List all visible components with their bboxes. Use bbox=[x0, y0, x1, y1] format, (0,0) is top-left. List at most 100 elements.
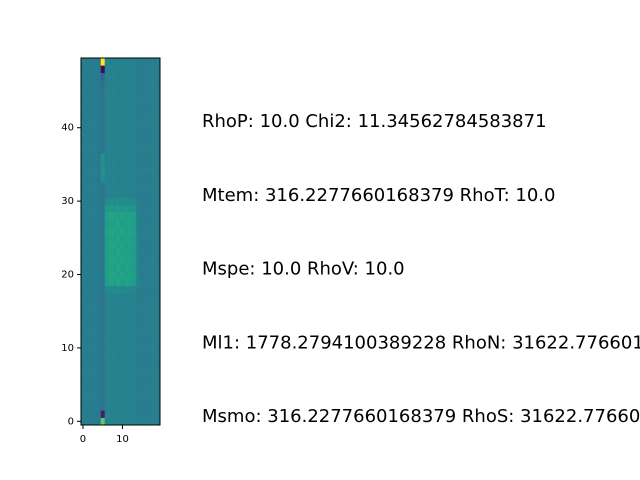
heatmap-cell bbox=[148, 285, 153, 294]
heatmap-cell bbox=[124, 292, 129, 301]
heatmap-cell bbox=[104, 219, 109, 228]
heatmap-cell bbox=[140, 402, 145, 411]
heatmap-cell bbox=[140, 146, 145, 154]
heatmap-cell bbox=[104, 138, 109, 147]
heatmap-cell bbox=[156, 182, 161, 191]
heatmap-cell bbox=[92, 314, 98, 323]
heatmap-cell bbox=[88, 212, 94, 220]
heatmap-cell bbox=[96, 102, 102, 110]
heatmap-cell bbox=[104, 146, 109, 154]
heatmap-cell bbox=[116, 146, 121, 154]
heatmap-cell bbox=[116, 80, 121, 88]
heatmap-cell bbox=[128, 160, 133, 169]
heatmap-cell bbox=[100, 219, 105, 228]
heatmap-cell bbox=[136, 402, 141, 411]
heatmap-cell bbox=[144, 278, 149, 286]
heatmap-cell bbox=[152, 373, 157, 382]
heatmap-cell bbox=[128, 138, 133, 147]
heatmap-cell bbox=[108, 182, 113, 191]
heatmap-cell bbox=[132, 58, 137, 66]
heatmap-cell bbox=[88, 322, 94, 330]
heatmap-cell bbox=[108, 226, 113, 235]
heatmap-cell bbox=[120, 109, 125, 118]
heatmap-cell bbox=[84, 285, 90, 294]
heatmap-cell bbox=[152, 124, 157, 132]
heatmap-cell bbox=[81, 366, 86, 374]
heatmap-cell bbox=[88, 263, 94, 272]
heatmap-cell bbox=[81, 212, 86, 220]
heatmap-cell bbox=[96, 197, 102, 206]
heatmap-cell bbox=[116, 153, 121, 162]
heatmap-cell bbox=[148, 395, 153, 404]
heatmap-cell bbox=[104, 190, 109, 198]
heatmap-cell bbox=[100, 351, 105, 360]
heatmap-cell bbox=[148, 182, 153, 191]
heatmap-cell bbox=[148, 102, 153, 110]
heatmap-cell bbox=[132, 307, 137, 316]
heatmap-cell bbox=[81, 219, 86, 228]
heatmap-cell bbox=[92, 102, 98, 110]
heatmap-cell bbox=[128, 204, 133, 213]
heatmap-cell bbox=[148, 300, 153, 308]
heatmap-cell bbox=[144, 395, 149, 404]
heatmap-cell bbox=[128, 402, 133, 411]
heatmap-cell bbox=[132, 234, 137, 242]
heatmap-cell bbox=[84, 336, 90, 345]
heatmap-cell bbox=[100, 410, 105, 418]
heatmap-cell bbox=[84, 300, 90, 308]
heatmap-cell bbox=[128, 329, 133, 338]
heatmap-cell bbox=[92, 322, 98, 330]
heatmap-cell bbox=[100, 94, 105, 103]
heatmap-cell bbox=[116, 87, 121, 95]
heatmap-cell bbox=[92, 146, 98, 154]
heatmap-cell bbox=[116, 300, 121, 308]
heatmap-cell bbox=[120, 314, 125, 323]
heatmap-cell bbox=[120, 204, 125, 213]
heatmap-cell bbox=[92, 263, 98, 272]
heatmap-cell bbox=[120, 182, 125, 191]
heatmap-cell bbox=[144, 402, 149, 411]
heatmap-cell bbox=[136, 410, 141, 418]
heatmap-cell bbox=[116, 263, 121, 272]
heatmap-cell bbox=[88, 336, 94, 345]
heatmap-cell bbox=[136, 80, 141, 88]
heatmap-cell bbox=[88, 109, 94, 118]
heatmap-cell bbox=[108, 256, 113, 264]
x-tick-label: 10 bbox=[116, 434, 129, 445]
heatmap-cell bbox=[81, 351, 86, 360]
heatmap-cell bbox=[84, 322, 90, 330]
heatmap-cell bbox=[96, 292, 102, 301]
heatmap-cell bbox=[120, 153, 125, 162]
heatmap-cell bbox=[104, 417, 109, 426]
heatmap-cell bbox=[96, 204, 102, 213]
heatmap-cell bbox=[136, 116, 141, 125]
heatmap-cell bbox=[88, 270, 94, 279]
heatmap-cell bbox=[104, 329, 109, 338]
heatmap-cell bbox=[92, 131, 98, 140]
heatmap-cell bbox=[88, 351, 94, 360]
heatmap-cell bbox=[156, 124, 161, 132]
heatmap-cell bbox=[108, 131, 113, 140]
heatmap-cell bbox=[152, 168, 157, 176]
heatmap-cell bbox=[104, 278, 109, 286]
heatmap-cell bbox=[81, 241, 86, 250]
heatmap-cell bbox=[108, 410, 113, 418]
heatmap-cell bbox=[128, 131, 133, 140]
heatmap-cell bbox=[132, 109, 137, 118]
heatmap-cell bbox=[116, 226, 121, 235]
heatmap-cell bbox=[144, 241, 149, 250]
heatmap-cell bbox=[92, 190, 98, 198]
heatmap-cell bbox=[112, 366, 117, 374]
heatmap-cell bbox=[100, 380, 105, 389]
heatmap-cell bbox=[124, 285, 129, 294]
heatmap-cell bbox=[140, 80, 145, 88]
heatmap-cell bbox=[96, 307, 102, 316]
heatmap-cell bbox=[96, 388, 102, 396]
heatmap-cell bbox=[128, 65, 133, 73]
heatmap-cell bbox=[104, 234, 109, 242]
heatmap-cell bbox=[100, 248, 105, 257]
heatmap-cell bbox=[136, 329, 141, 338]
heatmap-cell bbox=[84, 175, 90, 184]
heatmap-cell bbox=[140, 109, 145, 118]
heatmap-cell bbox=[156, 153, 161, 162]
